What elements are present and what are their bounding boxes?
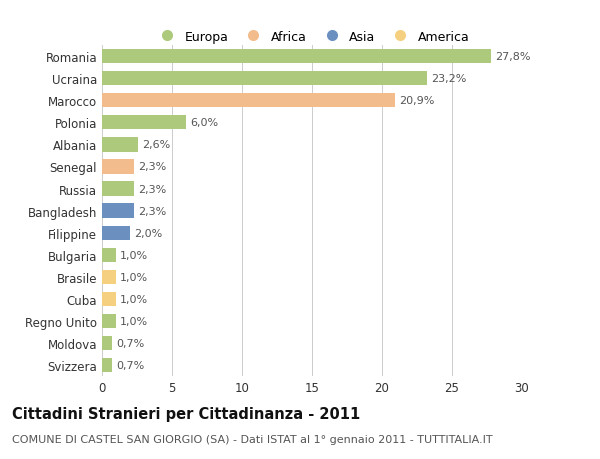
Text: Cittadini Stranieri per Cittadinanza - 2011: Cittadini Stranieri per Cittadinanza - 2…: [12, 406, 360, 421]
Bar: [102, 204, 134, 218]
Text: 0,7%: 0,7%: [116, 360, 144, 370]
Text: 6,0%: 6,0%: [190, 118, 218, 128]
Text: 1,0%: 1,0%: [120, 316, 148, 326]
Bar: [102, 314, 116, 329]
Text: 0,7%: 0,7%: [116, 338, 144, 348]
Bar: [102, 226, 130, 241]
Bar: [102, 50, 491, 64]
Text: COMUNE DI CASTEL SAN GIORGIO (SA) - Dati ISTAT al 1° gennaio 2011 - TUTTITALIA.I: COMUNE DI CASTEL SAN GIORGIO (SA) - Dati…: [12, 434, 493, 444]
Bar: [102, 248, 116, 263]
Bar: [102, 292, 116, 307]
Bar: [102, 270, 116, 285]
Bar: [102, 336, 112, 351]
Text: 2,3%: 2,3%: [139, 184, 167, 194]
Text: 2,6%: 2,6%: [143, 140, 171, 150]
Bar: [102, 116, 186, 130]
Bar: [102, 138, 139, 152]
Bar: [102, 160, 134, 174]
Text: 1,0%: 1,0%: [120, 272, 148, 282]
Bar: [102, 72, 427, 86]
Text: 1,0%: 1,0%: [120, 294, 148, 304]
Bar: [102, 182, 134, 196]
Bar: [102, 94, 395, 108]
Text: 2,0%: 2,0%: [134, 228, 163, 238]
Legend: Europa, Africa, Asia, America: Europa, Africa, Asia, America: [149, 26, 475, 49]
Text: 1,0%: 1,0%: [120, 250, 148, 260]
Text: 23,2%: 23,2%: [431, 74, 466, 84]
Text: 2,3%: 2,3%: [139, 206, 167, 216]
Text: 2,3%: 2,3%: [139, 162, 167, 172]
Text: 27,8%: 27,8%: [496, 52, 531, 62]
Text: 20,9%: 20,9%: [399, 96, 434, 106]
Bar: [102, 358, 112, 373]
